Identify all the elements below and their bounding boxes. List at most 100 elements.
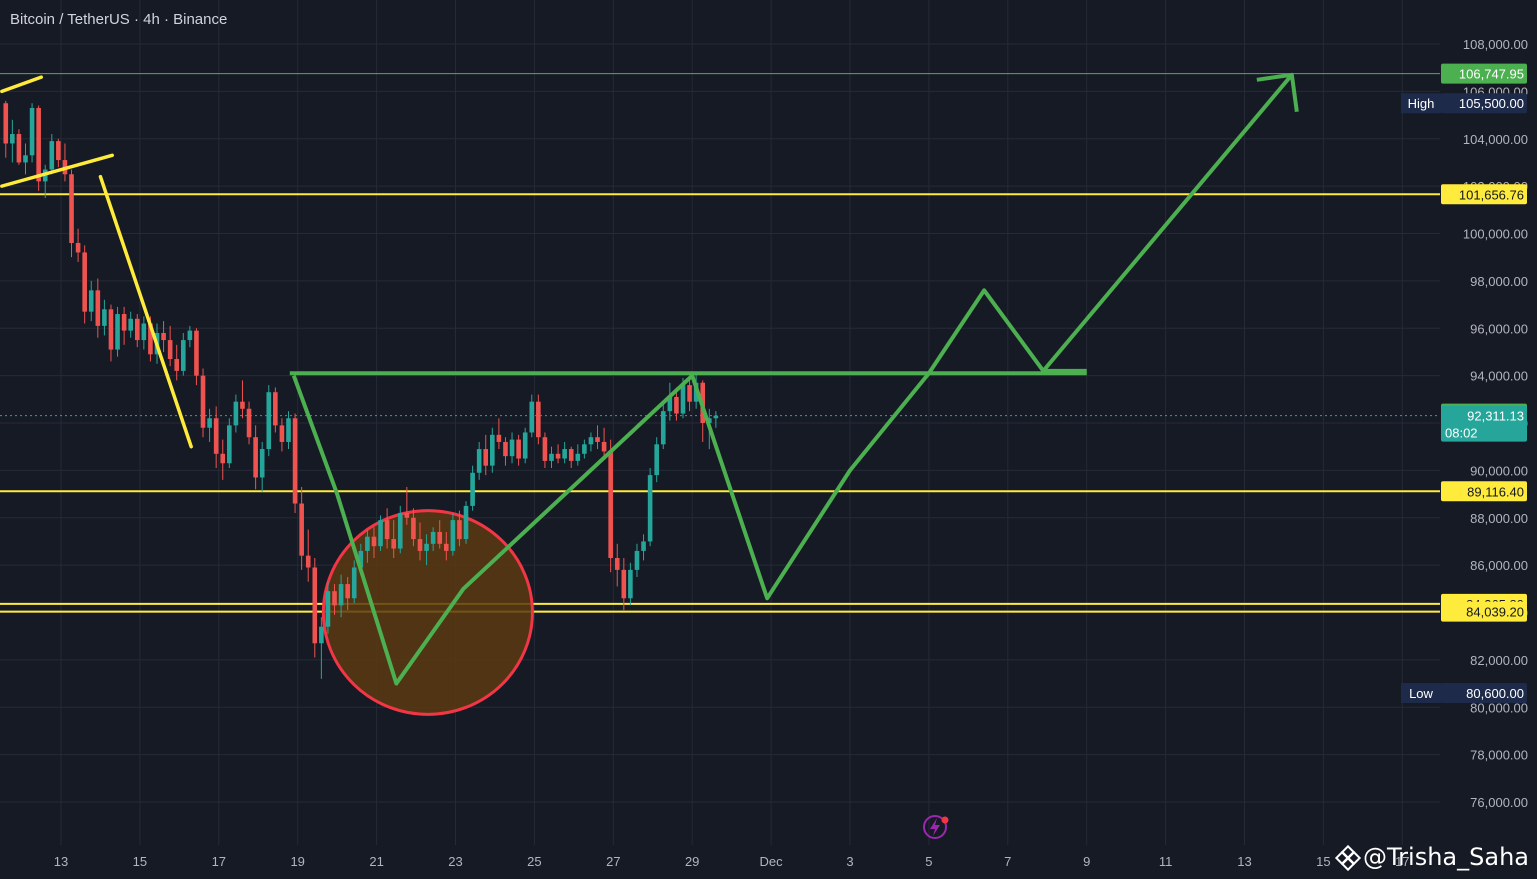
highlight-circle [321,509,534,716]
candle-body [299,503,304,556]
alert-lightning-icon[interactable] [923,815,949,839]
y-tick-label[interactable]: 80,000.00 [1470,700,1528,715]
x-tick-label[interactable]: 5 [925,854,932,869]
price-tag-value: 89,116.40 [1467,484,1524,499]
x-tick-label[interactable]: 23 [448,854,462,869]
price-tag-value: 105,500.00 [1459,96,1524,111]
candle-body [437,531,443,544]
y-tick-label[interactable]: 88,000.00 [1470,511,1528,526]
yellow-trendline [0,75,44,94]
candle-body [680,385,686,414]
candle-body [207,418,212,428]
price-tag-bg [1441,481,1527,502]
y-tick-label[interactable]: 100,000.00 [1463,227,1528,242]
horizontal-levels [0,73,1440,613]
x-tick-label[interactable]: 17 [1395,854,1409,869]
price-axis[interactable]: 76,000.00 78,000.00 80,000.00 82,000.00 84,0… [1463,37,1528,810]
candle-body [391,539,396,549]
y-tick-label[interactable]: 82,000.00 [1470,653,1528,668]
candle-body [95,290,101,326]
candle-body [443,543,449,551]
candle-body [3,103,9,144]
candle-body [10,134,15,144]
price-tag-value: 84,039.20 [1466,605,1524,620]
price-tag-bg [1441,405,1527,442]
candle-body [397,513,403,549]
y-tick-label[interactable]: 98,000.00 [1470,274,1528,289]
candle-body [582,444,587,454]
candle-body [75,242,81,253]
y-tick-label[interactable]: 86,000.00 [1470,558,1528,573]
x-tick-label[interactable]: 13 [54,854,68,869]
x-tick-label[interactable]: 3 [846,854,853,869]
candle-body [411,517,416,540]
green-arrow-head [1256,72,1299,113]
highlight-ellipse [321,509,534,716]
candle-body [634,550,640,570]
x-tick-label[interactable]: 11 [1159,854,1173,869]
y-tick-label[interactable]: 96,000.00 [1470,321,1528,336]
x-tick-label[interactable]: 19 [290,854,304,869]
price-tag-bg [1441,683,1527,704]
author-watermark: @Trisha_Saha [1334,843,1529,872]
candle-body [483,449,489,466]
candle-body [516,439,521,459]
y-tick-label[interactable]: 78,000.00 [1470,748,1528,763]
y-tick-label[interactable]: 108,000.00 [1463,37,1528,52]
x-tick-label[interactable]: Dec [760,854,784,869]
candle-body [16,134,22,163]
x-tick-label[interactable]: 15 [1316,854,1330,869]
price-tag-bg [1441,601,1527,622]
candle-body [595,437,600,442]
drawing-tools [0,72,1299,686]
x-tick-label[interactable]: 21 [369,854,383,869]
candle-body [246,408,252,438]
yellow-trendline [98,174,193,449]
candle-body [463,505,469,540]
y-tick-label[interactable]: 76,000.00 [1470,795,1528,810]
green-arrow-shaft [1041,73,1294,373]
candle-body [450,520,456,551]
x-tick-label[interactable]: 27 [606,854,620,869]
candle-body [667,396,673,412]
candle-body [220,453,226,464]
candle-body [325,591,331,627]
x-tick-label[interactable]: 15 [133,854,147,869]
candle-body [601,441,607,452]
candle-body [121,314,127,331]
price-tag-label-bg [1401,93,1441,114]
y-tick-label[interactable]: 104,000.00 [1463,132,1528,147]
candle-body [621,569,627,599]
candle-body [417,539,423,551]
candle-body [36,107,41,182]
yellow-trendline [0,153,115,188]
price-tag-bg [1441,63,1527,84]
x-tick-label[interactable]: 25 [527,854,541,869]
candle-body [82,252,87,312]
candle-body [134,318,140,341]
candle-body [180,340,186,371]
price-tag-value: 101,656.76 [1459,187,1524,202]
candle-body [233,401,239,426]
y-tick-label[interactable]: 90,000.00 [1470,463,1528,478]
candle-body [476,449,482,473]
x-tick-label[interactable]: 9 [1083,854,1090,869]
candle-body [161,332,166,341]
candle-body [384,520,390,540]
y-tick-label[interactable]: 94,000.00 [1470,369,1528,384]
candle-body [88,290,94,312]
x-tick-label[interactable]: 7 [1004,854,1011,869]
chart-title: Bitcoin / TetherUS · 4h · Binance [10,11,228,28]
candle-body [141,323,147,341]
candle-body [660,411,666,445]
candle-body [253,437,258,478]
candle-body [338,584,344,606]
x-tick-label[interactable]: 17 [212,854,226,869]
x-tick-label[interactable]: 13 [1237,854,1251,869]
candle-body [555,453,561,459]
x-tick-label[interactable]: 29 [685,854,699,869]
candle-body [273,392,278,426]
time-axis[interactable]: 13 15 17 19 21 23 25 27 29 Dec 3 5 7 9 11 13 15 17 [54,854,1410,869]
candle-body [345,584,350,599]
